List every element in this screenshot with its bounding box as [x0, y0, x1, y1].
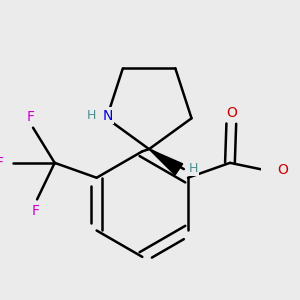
- Polygon shape: [149, 149, 183, 175]
- Text: F: F: [0, 156, 4, 170]
- Text: F: F: [26, 110, 34, 124]
- Text: O: O: [277, 163, 288, 177]
- Text: O: O: [226, 106, 237, 120]
- Text: F: F: [32, 204, 40, 218]
- Text: N: N: [103, 109, 113, 123]
- Text: H: H: [87, 109, 96, 122]
- Text: H: H: [189, 162, 198, 175]
